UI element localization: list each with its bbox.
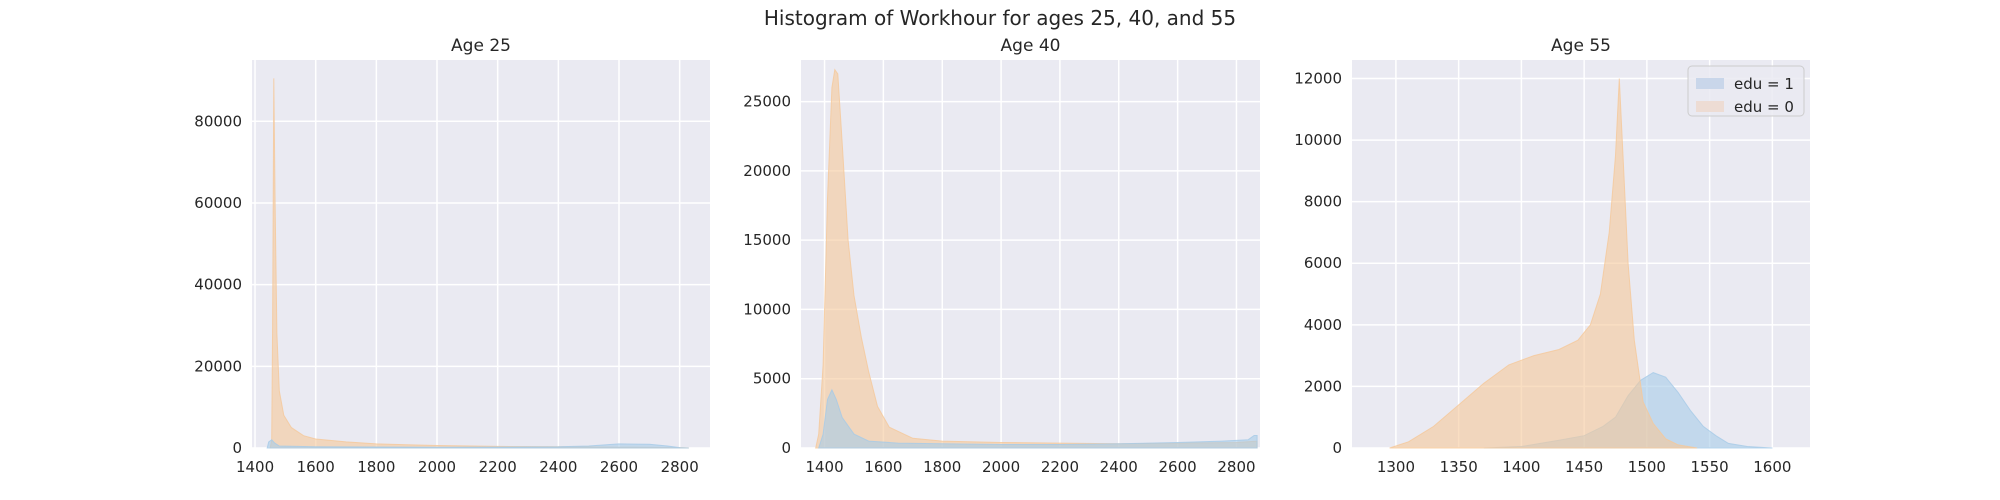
x-tick-label: 1500 xyxy=(1628,458,1666,476)
x-tick-label: 2800 xyxy=(1217,458,1255,476)
x-tick-label: 2400 xyxy=(1100,458,1138,476)
y-tick-label: 12000 xyxy=(1294,69,1342,87)
x-tick-label: 1600 xyxy=(1753,458,1791,476)
y-tick-label: 25000 xyxy=(743,93,791,111)
x-tick-label: 2600 xyxy=(600,458,638,476)
y-tick-label: 0 xyxy=(781,439,791,457)
histogram-series-edu-1 xyxy=(818,388,1258,449)
figure-suptitle: Histogram of Workhour for ages 25, 40, a… xyxy=(764,6,1236,30)
x-tick-label: 1400 xyxy=(236,458,274,476)
y-tick-label: 8000 xyxy=(1304,193,1342,211)
panel-1: 1400 1600 1800 2000 2200 2400 2600 2800 0 20000 40… xyxy=(194,36,710,476)
y-tick-label: 0 xyxy=(232,439,242,457)
legend-swatch-edu-0 xyxy=(1696,101,1724,112)
plot-area xyxy=(252,60,710,448)
x-tick-label: 1400 xyxy=(805,458,843,476)
y-tick-label: 20000 xyxy=(743,162,791,180)
x-tick-label: 2000 xyxy=(418,458,456,476)
y-tick-label: 60000 xyxy=(194,194,242,212)
x-tick-label: 1600 xyxy=(864,458,902,476)
x-tick-label: 2400 xyxy=(539,458,577,476)
chart-panels: 1400 1600 1800 2000 2200 2400 2600 280002000040… xyxy=(194,36,1810,476)
legend-label: edu = 1 xyxy=(1734,75,1794,93)
y-tick-label: 10000 xyxy=(1294,131,1342,149)
x-tick-label: 2200 xyxy=(479,458,517,476)
x-tick-label: 2000 xyxy=(982,458,1020,476)
histogram-series-edu-1 xyxy=(266,439,689,449)
x-tick-label: 1350 xyxy=(1440,458,1478,476)
y-tick-label: 20000 xyxy=(194,357,242,375)
legend: edu = 1 edu = 0 xyxy=(1687,65,1805,117)
panel-title: Age 40 xyxy=(1001,36,1061,56)
y-tick-label: 10000 xyxy=(743,300,791,318)
x-tick-label: 1600 xyxy=(297,458,335,476)
x-tick-label: 1550 xyxy=(1691,458,1729,476)
x-tick-label: 1300 xyxy=(1377,458,1415,476)
y-tick-label: 5000 xyxy=(753,370,791,388)
legend-label: edu = 0 xyxy=(1734,98,1794,116)
x-tick-label: 2600 xyxy=(1159,458,1197,476)
panel-2: 1400 1600 1800 2000 2200 2400 2600 2800 0 5000 100… xyxy=(743,36,1260,476)
x-tick-label: 1800 xyxy=(357,458,395,476)
x-tick-label: 1800 xyxy=(923,458,961,476)
x-tick-label: 2200 xyxy=(1041,458,1079,476)
panel-title: Age 25 xyxy=(451,36,511,56)
plot-area xyxy=(801,60,1260,448)
y-tick-label: 15000 xyxy=(743,231,791,249)
x-tick-label: 1450 xyxy=(1565,458,1603,476)
y-tick-label: 0 xyxy=(1332,439,1342,457)
x-tick-label: 2800 xyxy=(661,458,699,476)
panel-title: Age 55 xyxy=(1551,36,1611,56)
y-tick-label: 6000 xyxy=(1304,254,1342,272)
panel-3: 1300 1350 1400 1450 1500 1550 1600 0 2000 4000 600… xyxy=(1294,36,1810,476)
y-tick-label: 80000 xyxy=(194,112,242,130)
y-tick-label: 40000 xyxy=(194,276,242,294)
y-tick-label: 2000 xyxy=(1304,377,1342,395)
y-tick-label: 4000 xyxy=(1304,316,1342,334)
legend-swatch-edu-1 xyxy=(1696,78,1724,89)
histogram-series-edu-0 xyxy=(1389,78,1698,449)
x-tick-label: 1400 xyxy=(1502,458,1540,476)
